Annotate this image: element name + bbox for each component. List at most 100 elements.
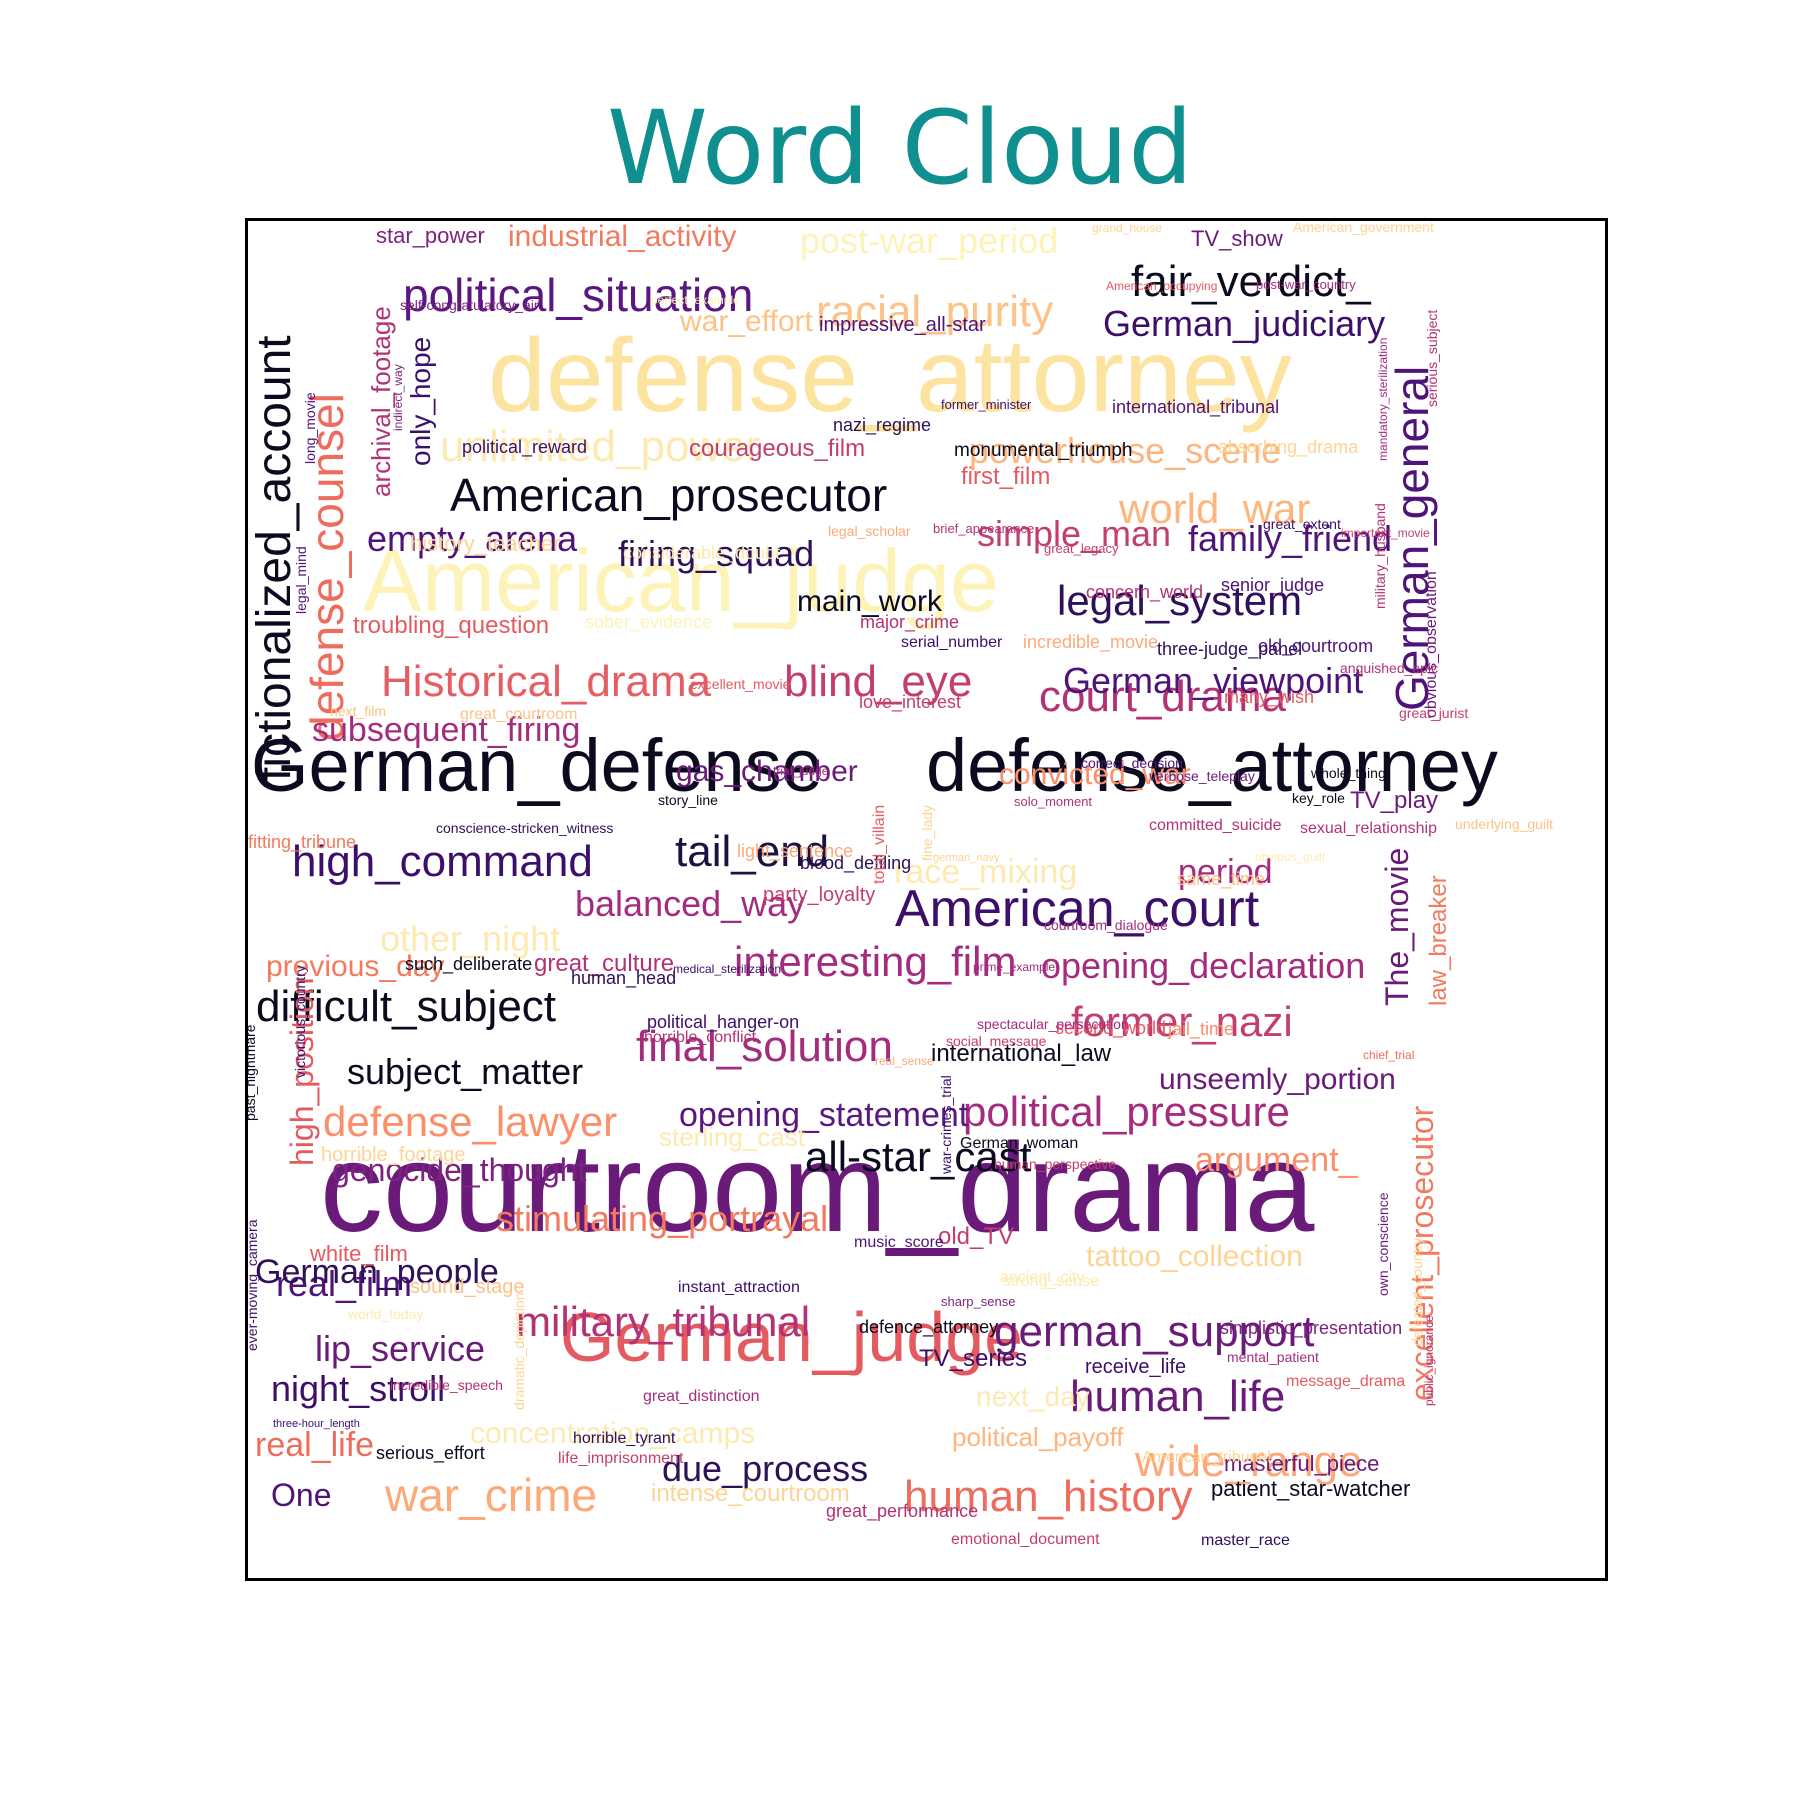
- cloud-word: previous_day: [266, 950, 444, 983]
- cloud-word: law_breaker: [1425, 875, 1452, 1006]
- cloud-word: German_viewpoint: [1063, 660, 1363, 701]
- cloud-word: defence_attorney: [859, 1317, 998, 1338]
- cloud-word: fitting_tribune: [248, 832, 356, 853]
- cloud-word: gas_chamber: [676, 755, 858, 788]
- cloud-word: human_history: [904, 1472, 1193, 1521]
- cloud-word: conscience-stricken_witness: [436, 820, 613, 836]
- cloud-word: sound_stage: [410, 1276, 525, 1298]
- cloud-word: indirect_way: [391, 364, 405, 431]
- cloud-word: troubling_question: [353, 612, 549, 639]
- cloud-word: night_stroll: [271, 1368, 445, 1409]
- cloud-word: love_interest: [859, 692, 961, 713]
- cloud-word: great_extent: [1263, 516, 1341, 532]
- cloud-word: TV_play: [1350, 787, 1438, 814]
- cloud-word: high_position: [284, 977, 320, 1166]
- cloud-word: first_film: [961, 463, 1050, 490]
- cloud-word: committed_suicide: [1149, 817, 1282, 834]
- cloud-word: story_line: [658, 792, 718, 808]
- cloud-word: former_nazi: [1071, 998, 1293, 1045]
- cloud-word: own_conscience: [1375, 1192, 1391, 1296]
- cloud-word: same_time: [1177, 869, 1265, 890]
- cloud-word: mental_patient: [1227, 1349, 1319, 1365]
- cloud-word: self-congratulatory_air: [400, 297, 539, 313]
- cloud-word: such_deliberate: [405, 954, 532, 975]
- cloud-word: german_support: [994, 1307, 1314, 1356]
- cloud-word: key_role: [1292, 790, 1345, 806]
- cloud-word: defeated_country: [1409, 1238, 1425, 1346]
- cloud-word: horrible_conflict: [644, 1029, 757, 1046]
- cloud-word: considerable_doubt: [623, 543, 780, 564]
- cloud-word: subsequent_firing: [312, 711, 580, 749]
- cloud-word: victorious_country: [292, 965, 308, 1078]
- cloud-word: next_day: [976, 1381, 1090, 1412]
- cloud-word: receive_life: [1085, 1356, 1186, 1378]
- cloud-word: Historical_drama: [381, 657, 712, 706]
- cloud-word: war-crimes_trial: [938, 1075, 954, 1175]
- cloud-word: American_government: [1293, 221, 1434, 235]
- cloud-word: war_effort: [679, 305, 814, 338]
- cloud-word: serious_effort: [376, 1443, 485, 1464]
- cloud-word: fair_verdict_: [1131, 257, 1371, 306]
- cloud-word: courtroom_drama: [320, 1117, 1315, 1258]
- cloud-word: serial_number: [901, 634, 1003, 651]
- cloud-word: masterful_piece: [1224, 1451, 1379, 1476]
- cloud-word: message_drama: [1286, 1373, 1405, 1390]
- cloud-word: difficult_subject: [256, 982, 556, 1031]
- cloud-word: world_war: [1118, 485, 1310, 532]
- cloud-word: underlying_guilt: [1455, 816, 1553, 832]
- cloud-word: correct_decision: [1081, 755, 1183, 771]
- cloud-word: post-war_period: [800, 221, 1058, 261]
- cloud-word: unlimited_power: [440, 422, 760, 471]
- cloud-word: American_court: [895, 880, 1260, 938]
- cloud-word: military_tribunal: [516, 1298, 810, 1345]
- word-cloud-frame: courtroom_drama defense_attorney American_…: [245, 218, 1608, 1581]
- cloud-word: American_judge: [363, 531, 999, 630]
- cloud-word: many_wish: [1224, 687, 1314, 708]
- cloud-word: social_message: [946, 1033, 1047, 1049]
- cloud-word: incredible_movie: [1023, 632, 1158, 653]
- cloud-word: obvious_observation: [1423, 571, 1440, 718]
- cloud-word: political_pressure: [963, 1088, 1290, 1135]
- cloud-word: international_law: [931, 1040, 1112, 1067]
- cloud-word: German_woman: [960, 1135, 1078, 1152]
- cloud-word: archival_footage: [366, 306, 396, 497]
- cloud-word: period: [1178, 853, 1273, 891]
- cloud-word: great_performance: [826, 1501, 978, 1522]
- cloud-word: defense_attorney: [926, 724, 1498, 807]
- cloud-word: American_tribunal: [1142, 1449, 1271, 1466]
- cloud-word: human_perspective: [994, 1156, 1116, 1172]
- cloud-word: serious_subject: [1424, 310, 1440, 407]
- cloud-word: strong_sense: [1003, 1273, 1099, 1290]
- cloud-word: great_culture: [534, 950, 674, 977]
- cloud-word: important_movie: [1341, 526, 1430, 540]
- cloud-word: incredible_speech: [390, 1377, 503, 1393]
- cloud-word: German_general: [1386, 366, 1438, 711]
- cloud-word: political_situation: [403, 269, 753, 321]
- cloud-word: tail_end: [675, 827, 829, 876]
- cloud-word: old_courtroom: [1258, 636, 1373, 657]
- cloud-word: German_judge: [560, 1298, 1023, 1376]
- cloud-word: simplistic_presentation: [1220, 1318, 1402, 1339]
- cloud-word: music_score: [854, 1234, 944, 1251]
- cloud-word: spectacular_persecution: [977, 1016, 1129, 1032]
- cloud-word: balanced_way: [575, 883, 805, 924]
- cloud-word: former_minister: [941, 397, 1032, 412]
- cloud-word: war_crime: [384, 1469, 597, 1521]
- cloud-word: emotional_document: [951, 1531, 1100, 1548]
- cloud-word: great_distinction: [643, 1388, 760, 1405]
- cloud-word: life_imprisonment: [558, 1450, 684, 1467]
- cloud-word: wide_range: [1134, 1437, 1363, 1486]
- cloud-word: defense_attorney: [488, 318, 1292, 434]
- cloud-word: The_movie: [1379, 848, 1415, 1006]
- cloud-word: patient_star-watcher: [1211, 1476, 1410, 1501]
- cloud-word: next_film: [330, 703, 386, 719]
- cloud-word: trial_judge: [773, 764, 829, 778]
- cloud-word: long_movie: [302, 392, 318, 464]
- cloud-word: fictionalized_account: [248, 335, 301, 781]
- cloud-word: german_navy: [933, 852, 1000, 864]
- cloud-word: race_mixing: [894, 853, 1077, 891]
- cloud-word: main_work: [797, 585, 943, 618]
- cloud-word: final_solution: [636, 1022, 893, 1071]
- cloud-word: German_people: [255, 1253, 499, 1291]
- cloud-word: impressive_all-star: [819, 314, 986, 336]
